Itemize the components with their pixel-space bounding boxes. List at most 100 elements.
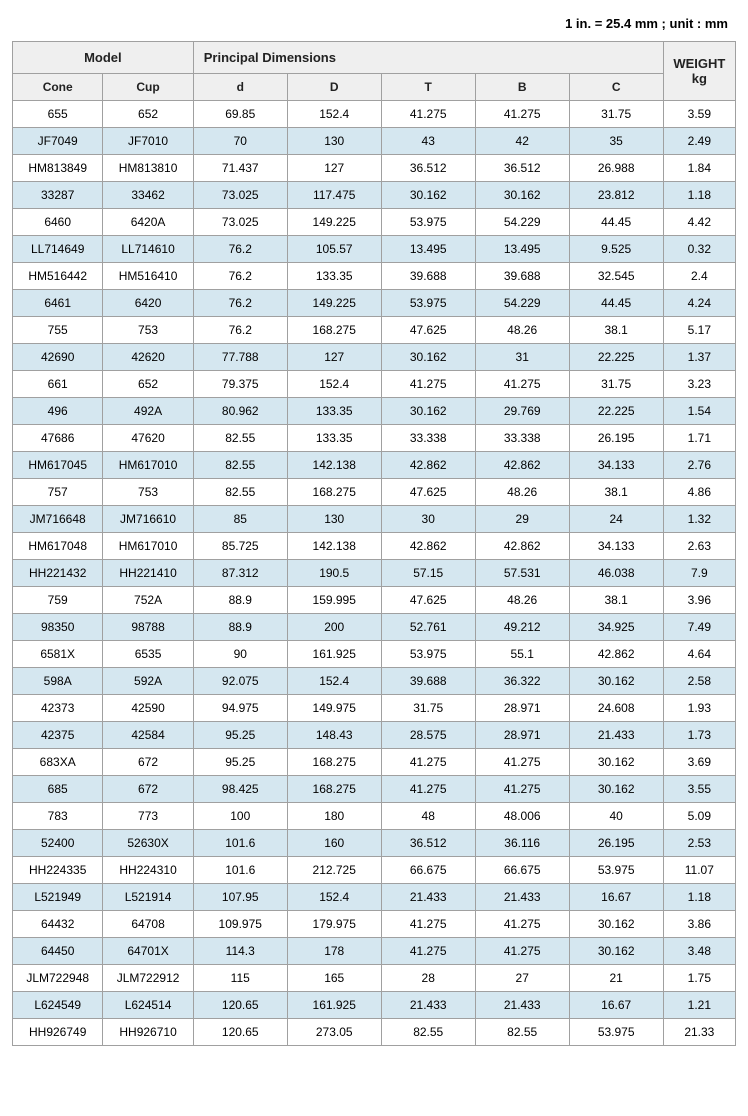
cell-cup: LL714610 — [103, 236, 193, 263]
cell-C: 34.925 — [569, 614, 663, 641]
cell-cup: 753 — [103, 479, 193, 506]
cell-wt: 3.55 — [663, 776, 735, 803]
cell-cup: 753 — [103, 317, 193, 344]
cell-B: 31 — [475, 344, 569, 371]
cell-cone: 755 — [13, 317, 103, 344]
cell-wt: 1.18 — [663, 884, 735, 911]
cell-cup: 42590 — [103, 695, 193, 722]
cell-cup: 33462 — [103, 182, 193, 209]
cell-d: 101.6 — [193, 857, 287, 884]
cell-D: 133.35 — [287, 425, 381, 452]
cell-d: 69.85 — [193, 101, 287, 128]
table-row: 496492A80.962133.3530.16229.76922.2251.5… — [13, 398, 736, 425]
cell-d: 101.6 — [193, 830, 287, 857]
cell-B: 48.26 — [475, 317, 569, 344]
cell-B: 21.433 — [475, 992, 569, 1019]
cell-wt: 21.33 — [663, 1019, 735, 1046]
header-weight: WEIGHT kg — [663, 42, 735, 101]
cell-wt: 3.96 — [663, 587, 735, 614]
cell-wt: 3.23 — [663, 371, 735, 398]
cell-cone: 64432 — [13, 911, 103, 938]
cell-D: 117.475 — [287, 182, 381, 209]
header-cup: Cup — [103, 74, 193, 101]
cell-T: 30.162 — [381, 182, 475, 209]
cell-B: 29 — [475, 506, 569, 533]
table-row: HH926749HH926710120.65273.0582.5582.5553… — [13, 1019, 736, 1046]
cell-cone: 6460 — [13, 209, 103, 236]
cell-cone: 6581X — [13, 641, 103, 668]
cell-cone: 759 — [13, 587, 103, 614]
cell-B: 41.275 — [475, 101, 569, 128]
cell-D: 149.975 — [287, 695, 381, 722]
cell-cup: 6420 — [103, 290, 193, 317]
cell-T: 36.512 — [381, 155, 475, 182]
cell-cup: 672 — [103, 776, 193, 803]
cell-C: 30.162 — [569, 668, 663, 695]
header-model: Model — [13, 42, 194, 74]
cell-wt: 3.69 — [663, 749, 735, 776]
cell-D: 212.725 — [287, 857, 381, 884]
cell-C: 26.195 — [569, 830, 663, 857]
cell-d: 70 — [193, 128, 287, 155]
cell-cone: 757 — [13, 479, 103, 506]
cell-D: 179.975 — [287, 911, 381, 938]
header-D: D — [287, 74, 381, 101]
cell-B: 57.531 — [475, 560, 569, 587]
cell-wt: 2.63 — [663, 533, 735, 560]
cell-B: 55.1 — [475, 641, 569, 668]
unit-note: 1 in. = 25.4 mm ; unit : mm — [12, 12, 736, 41]
cell-D: 190.5 — [287, 560, 381, 587]
cell-T: 41.275 — [381, 371, 475, 398]
cell-T: 21.433 — [381, 884, 475, 911]
cell-C: 9.525 — [569, 236, 663, 263]
cell-C: 34.133 — [569, 452, 663, 479]
cell-C: 22.225 — [569, 344, 663, 371]
cell-C: 30.162 — [569, 938, 663, 965]
cell-B: 28.971 — [475, 695, 569, 722]
table-row: 6461642076.2149.22553.97554.22944.454.24 — [13, 290, 736, 317]
cell-D: 160 — [287, 830, 381, 857]
table-row: 983509878888.920052.76149.21234.9257.49 — [13, 614, 736, 641]
cell-d: 115 — [193, 965, 287, 992]
cell-d: 87.312 — [193, 560, 287, 587]
cell-cone: 683XA — [13, 749, 103, 776]
cell-cone: HH221432 — [13, 560, 103, 587]
cell-cone: L521949 — [13, 884, 103, 911]
table-row: 423754258495.25148.4328.57528.97121.4331… — [13, 722, 736, 749]
cell-T: 36.512 — [381, 830, 475, 857]
cell-T: 53.975 — [381, 290, 475, 317]
cell-cone: 47686 — [13, 425, 103, 452]
cell-C: 30.162 — [569, 911, 663, 938]
cell-d: 76.2 — [193, 317, 287, 344]
cell-d: 77.788 — [193, 344, 287, 371]
cell-d: 88.9 — [193, 587, 287, 614]
cell-B: 54.229 — [475, 290, 569, 317]
cell-D: 161.925 — [287, 992, 381, 1019]
cell-D: 130 — [287, 128, 381, 155]
cell-T: 30.162 — [381, 344, 475, 371]
cell-cup: JLM722912 — [103, 965, 193, 992]
cell-C: 16.67 — [569, 884, 663, 911]
cell-B: 36.116 — [475, 830, 569, 857]
cell-T: 52.761 — [381, 614, 475, 641]
cell-cone: HM617045 — [13, 452, 103, 479]
cell-cone: 6461 — [13, 290, 103, 317]
cell-cup: HH224310 — [103, 857, 193, 884]
header-d: d — [193, 74, 287, 101]
cell-T: 41.275 — [381, 938, 475, 965]
cell-d: 98.425 — [193, 776, 287, 803]
cell-D: 180 — [287, 803, 381, 830]
cell-B: 36.512 — [475, 155, 569, 182]
cell-wt: 1.93 — [663, 695, 735, 722]
cell-cup: 6420A — [103, 209, 193, 236]
cell-wt: 0.32 — [663, 236, 735, 263]
table-row: 598A592A92.075152.439.68836.32230.1622.5… — [13, 668, 736, 695]
cell-B: 29.769 — [475, 398, 569, 425]
cell-d: 95.25 — [193, 749, 287, 776]
cell-C: 31.75 — [569, 371, 663, 398]
cell-T: 41.275 — [381, 776, 475, 803]
cell-d: 120.65 — [193, 992, 287, 1019]
cell-C: 21.433 — [569, 722, 663, 749]
table-row: 75775382.55168.27547.62548.2638.14.86 — [13, 479, 736, 506]
cell-B: 41.275 — [475, 749, 569, 776]
